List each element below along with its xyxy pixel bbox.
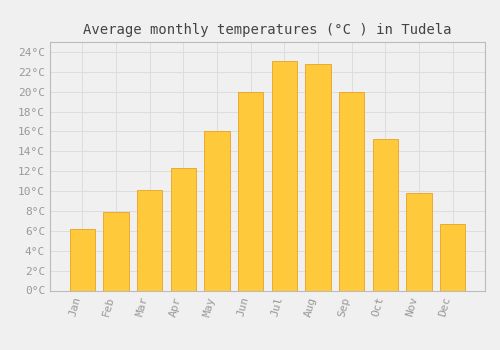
Bar [137, 190, 162, 290]
Bar [204, 132, 230, 290]
Bar [70, 229, 95, 290]
Bar [406, 193, 432, 290]
Bar [104, 212, 128, 290]
Bar [339, 92, 364, 290]
Title: Average monthly temperatures (°C ) in Tudela: Average monthly temperatures (°C ) in Tu… [83, 23, 452, 37]
Bar [238, 92, 264, 290]
Bar [272, 61, 297, 290]
Bar [306, 64, 330, 290]
Bar [170, 168, 196, 290]
Bar [440, 224, 465, 290]
Bar [372, 139, 398, 290]
